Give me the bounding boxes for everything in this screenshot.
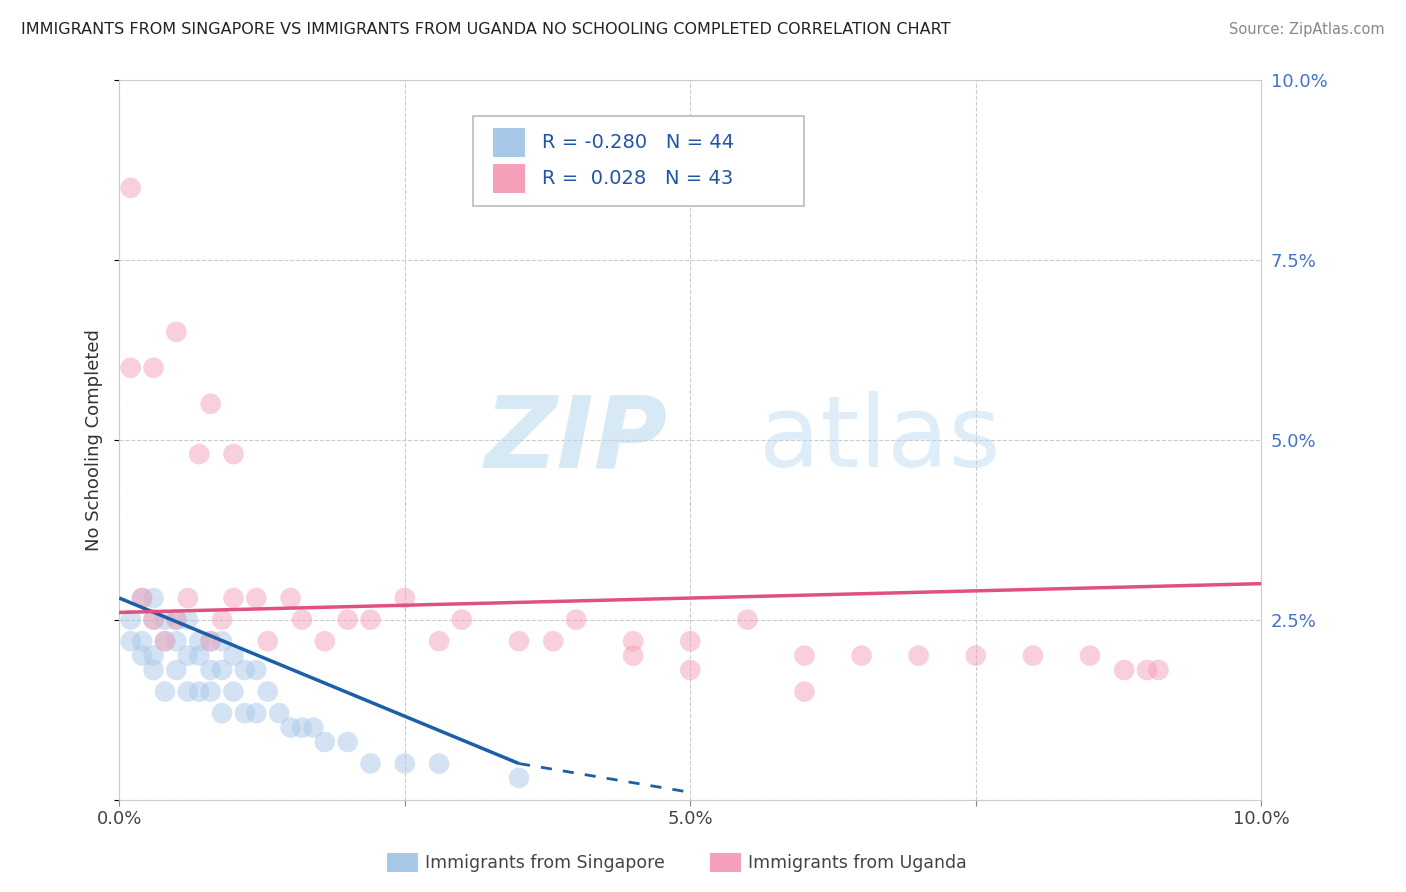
Point [256, 684, 278, 698]
Point [360, 756, 382, 771]
Point [1147, 663, 1170, 677]
Point [269, 706, 291, 721]
Point [200, 634, 222, 648]
Point [188, 648, 211, 663]
Point [541, 634, 564, 648]
Point [142, 360, 165, 375]
Point [153, 634, 176, 648]
FancyBboxPatch shape [492, 128, 524, 157]
FancyBboxPatch shape [492, 164, 524, 193]
Point [165, 634, 187, 648]
Point [621, 648, 644, 663]
Point [142, 648, 165, 663]
Point [153, 613, 176, 627]
Point [131, 591, 153, 605]
Point [314, 634, 336, 648]
Point [222, 591, 245, 605]
Point [222, 447, 245, 461]
Point [142, 591, 165, 605]
Point [222, 684, 245, 698]
Point [508, 634, 530, 648]
Point [793, 684, 815, 698]
Point [200, 684, 222, 698]
Point [302, 721, 325, 735]
Point [200, 397, 222, 411]
Point [965, 648, 987, 663]
Point [737, 613, 759, 627]
Point [120, 613, 142, 627]
Point [188, 447, 211, 461]
Point [360, 613, 382, 627]
Point [142, 663, 165, 677]
Point [211, 613, 233, 627]
Point [165, 325, 187, 339]
Point [314, 735, 336, 749]
Point [120, 634, 142, 648]
Point [233, 663, 256, 677]
Point [188, 684, 211, 698]
Text: atlas: atlas [759, 392, 1001, 488]
Point [120, 360, 142, 375]
Point [211, 663, 233, 677]
Point [508, 771, 530, 785]
Text: R =  0.028   N = 43: R = 0.028 N = 43 [541, 169, 733, 188]
Point [245, 706, 267, 721]
Point [153, 684, 176, 698]
Y-axis label: No Schooling Completed: No Schooling Completed [86, 329, 103, 550]
Point [427, 756, 450, 771]
Point [222, 648, 245, 663]
Point [131, 648, 153, 663]
Point [679, 663, 702, 677]
Point [427, 634, 450, 648]
Point [256, 634, 278, 648]
Point [291, 613, 314, 627]
Point [280, 721, 302, 735]
Point [565, 613, 588, 627]
Point [245, 591, 267, 605]
FancyBboxPatch shape [474, 116, 804, 206]
Point [1078, 648, 1101, 663]
Point [851, 648, 873, 663]
Point [177, 684, 200, 698]
Point [153, 634, 176, 648]
Point [177, 613, 200, 627]
Point [165, 663, 187, 677]
Text: R = -0.280   N = 44: R = -0.280 N = 44 [541, 133, 734, 152]
Point [336, 613, 359, 627]
Point [1022, 648, 1045, 663]
Point [245, 663, 267, 677]
Point [1114, 663, 1136, 677]
Point [188, 634, 211, 648]
Text: Immigrants from Singapore: Immigrants from Singapore [425, 854, 665, 871]
Point [450, 613, 472, 627]
Point [165, 613, 187, 627]
Point [394, 756, 416, 771]
Point [211, 706, 233, 721]
Point [200, 634, 222, 648]
Point [142, 613, 165, 627]
Point [177, 648, 200, 663]
Point [120, 181, 142, 195]
Point [291, 721, 314, 735]
Point [679, 634, 702, 648]
Text: IMMIGRANTS FROM SINGAPORE VS IMMIGRANTS FROM UGANDA NO SCHOOLING COMPLETED CORRE: IMMIGRANTS FROM SINGAPORE VS IMMIGRANTS … [21, 22, 950, 37]
Point [211, 634, 233, 648]
Point [280, 591, 302, 605]
Point [131, 591, 153, 605]
Point [1136, 663, 1159, 677]
Text: ZIP: ZIP [485, 392, 668, 488]
Text: Immigrants from Uganda: Immigrants from Uganda [748, 854, 967, 871]
Point [131, 634, 153, 648]
Point [907, 648, 929, 663]
Point [793, 648, 815, 663]
Point [233, 706, 256, 721]
Point [142, 613, 165, 627]
Point [336, 735, 359, 749]
Point [394, 591, 416, 605]
Text: Source: ZipAtlas.com: Source: ZipAtlas.com [1229, 22, 1385, 37]
Point [177, 591, 200, 605]
Point [165, 613, 187, 627]
Point [200, 663, 222, 677]
Point [621, 634, 644, 648]
